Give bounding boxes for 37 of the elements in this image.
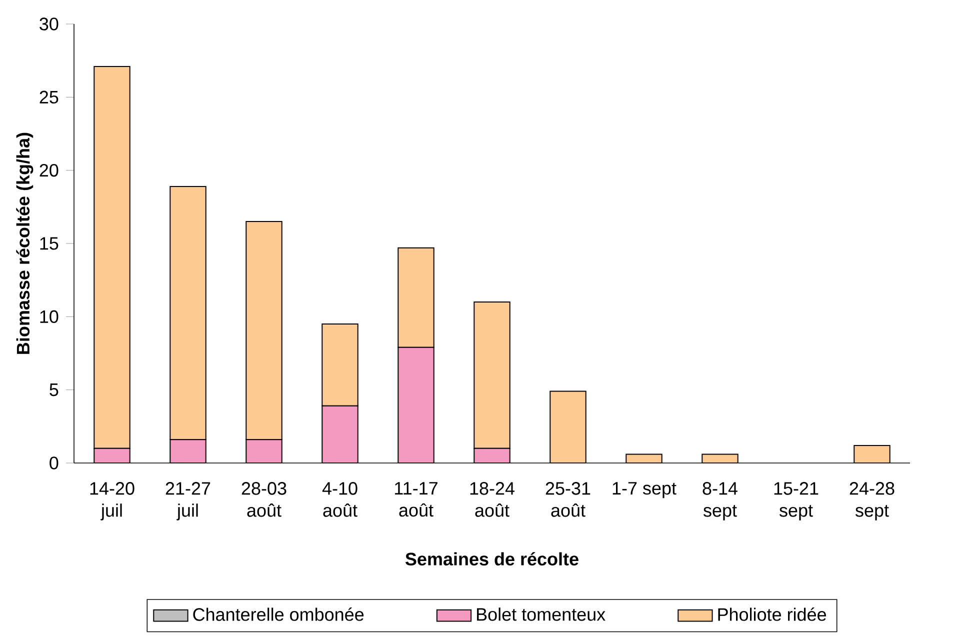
bar: [246, 221, 282, 440]
y-tick-label: 5: [50, 384, 58, 396]
bar: [94, 448, 130, 463]
x-tick-label: 14-20 juil: [90, 482, 134, 520]
y-axis-title: Biomasse récoltée (kg/ha): [16, 132, 34, 354]
bar: [94, 66, 130, 449]
bar: [474, 302, 510, 449]
bar: [170, 439, 206, 463]
x-tick-label: 28-03 août: [242, 482, 286, 517]
x-tick-label: 11-17 août: [395, 482, 438, 517]
bar: [550, 390, 586, 463]
bar: [854, 444, 890, 463]
bar: [398, 346, 434, 463]
y-tick-label: 30: [40, 18, 58, 30]
y-tick-label: 20: [40, 164, 58, 177]
y-tick-label: 15: [40, 237, 58, 250]
x-tick-label: 18-24 août: [470, 482, 514, 517]
bar: [322, 323, 358, 406]
x-tick-label: 15-21 sept: [774, 482, 818, 520]
legend-label: Chanterelle ombonée: [193, 607, 364, 621]
x-tick-label: 1-7 sept: [612, 482, 676, 498]
bar: [398, 247, 434, 348]
x-tick-label: 25-31 août: [546, 482, 590, 517]
x-tick-label: 4-10 août: [322, 482, 358, 517]
bar: [322, 405, 358, 463]
y-tick-label: 10: [40, 310, 58, 324]
bar: [170, 186, 206, 440]
bar: [246, 439, 282, 463]
x-tick-label: 8-14 sept: [702, 482, 738, 520]
y-tick-label: 0: [50, 456, 58, 470]
y-tick-label: 25: [40, 90, 58, 104]
x-tick-label: 21-27 juil: [166, 482, 210, 520]
legend-label: Bolet tomenteux: [477, 608, 606, 621]
x-axis-title: Semaines de récolte: [405, 552, 578, 566]
legend-label: Pholiote ridée: [718, 607, 826, 621]
bar: [474, 448, 510, 463]
x-tick-label: 24-28 sept: [850, 482, 894, 520]
